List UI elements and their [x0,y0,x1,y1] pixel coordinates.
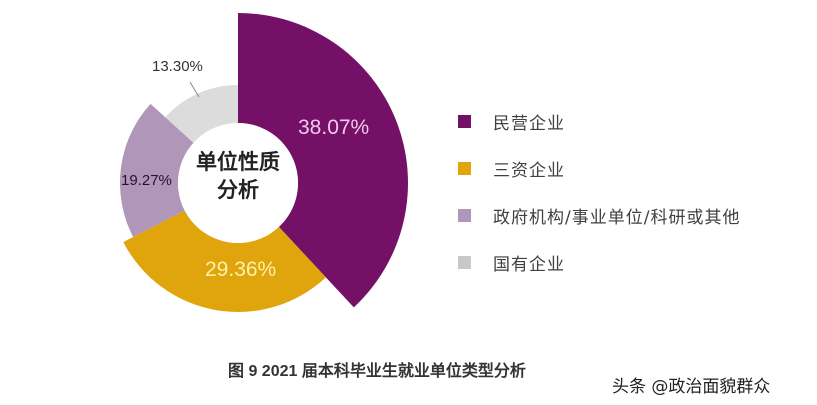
center-label: 单位性质 分析 [178,148,298,204]
slice-government [119,103,194,238]
slice-label-private: 38.07% [298,116,370,139]
center-label-line-2: 分析 [217,178,259,202]
legend-swatch [458,115,471,128]
donut-hole [178,123,298,243]
slice-label-state-owned: 13.30% [152,58,203,75]
legend-swatch [458,256,471,269]
center-label-line-1: 单位性质 [196,150,280,174]
slice-label-foreign: 29.36% [205,258,277,281]
slice-private [238,13,408,308]
legend-item-private: 民营企业 [458,98,740,145]
legend: 民营企业 三资企业 政府机构/事业单位/科研或其他 国有企业 [458,98,740,286]
legend-item-state-owned: 国有企业 [458,239,740,286]
legend-label: 三资企业 [493,161,565,181]
figure-caption: 图 9 2021 届本科毕业生就业单位类型分析 [228,363,526,380]
legend-swatch [458,209,471,222]
legend-item-foreign: 三资企业 [458,145,740,192]
slice-state-owned [165,85,238,143]
legend-label: 政府机构/事业单位/科研或其他 [493,208,741,228]
legend-label: 国有企业 [493,255,565,275]
legend-swatch [458,162,471,175]
leader-line [189,81,200,98]
slice-label-government: 19.27% [121,172,172,189]
legend-item-government: 政府机构/事业单位/科研或其他 [458,192,740,239]
watermark: 头条 @政治面貌群众 [612,377,771,397]
slice-foreign [123,210,326,312]
legend-label: 民营企业 [493,114,565,134]
